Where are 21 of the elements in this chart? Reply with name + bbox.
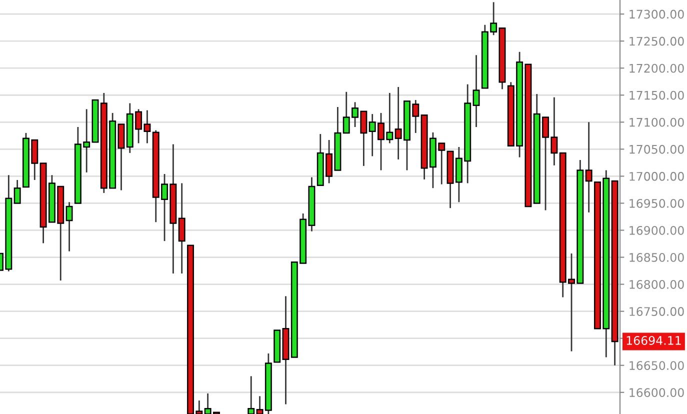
candlestick [248, 375, 255, 414]
y-tick-label: 17050.00 [630, 144, 684, 154]
y-tick-label: 16650.00 [630, 361, 684, 370]
y-tick-label: 17000.00 [630, 172, 684, 181]
y-tick-label: 17200.00 [630, 64, 684, 73]
candlestick [178, 182, 186, 274]
y-tick-label: 16750.00 [630, 307, 684, 316]
y-tick-label: 17150.00 [630, 90, 684, 100]
candlestick [14, 179, 21, 204]
y-tick-label: 16850.00 [630, 252, 684, 262]
candlestick [472, 54, 480, 128]
text: 16694.11 [626, 336, 681, 345]
y-tick-label: 16800.00 [630, 280, 684, 289]
y-tick-label: 17250.00 [630, 36, 684, 46]
y-tick-label: 16600.00 [630, 388, 684, 398]
y-tick-label: 17300.00 [630, 10, 684, 19]
candlestick [66, 201, 73, 252]
y-tick-label: 16950.00 [630, 198, 684, 208]
candlestick [585, 121, 592, 214]
y-tick-label: 16900.00 [630, 226, 684, 235]
y-tick-label: 17100.00 [630, 118, 684, 127]
